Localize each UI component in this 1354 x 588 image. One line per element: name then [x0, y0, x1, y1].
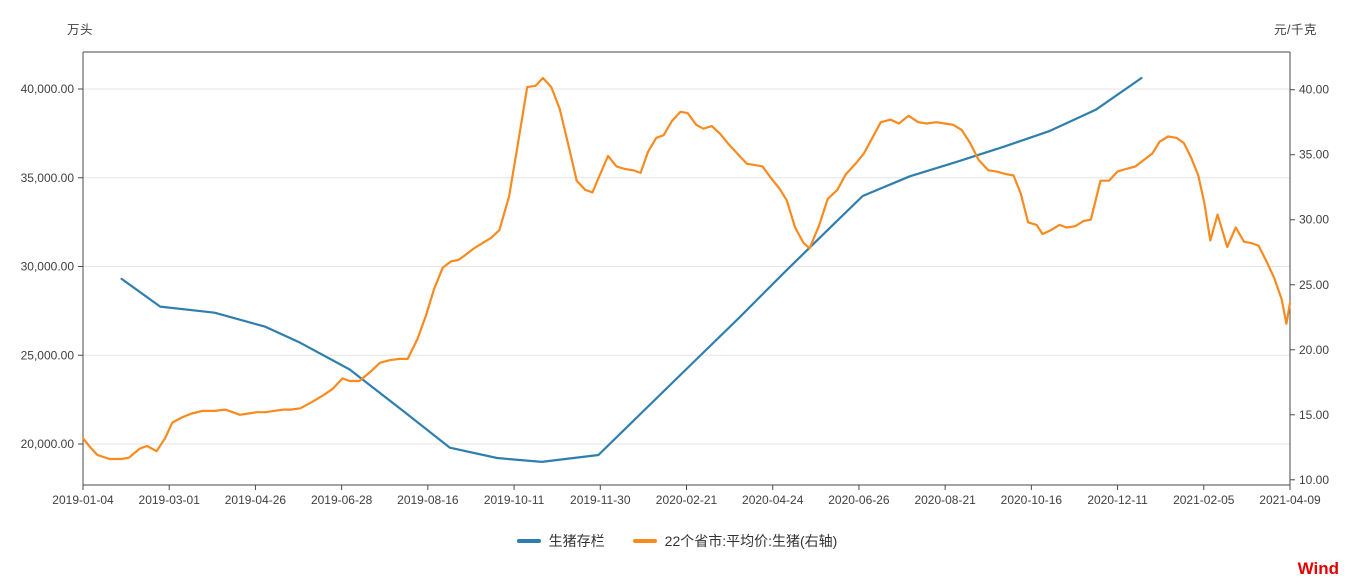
x-axis-tick-label: 2020-08-21 — [914, 493, 976, 507]
x-axis-tick-label: 2021-04-09 — [1259, 493, 1321, 507]
legend-item-pig-inventory[interactable]: 生猪存栏 — [516, 531, 605, 551]
y-axis-tick-label-left: 20,000.00 — [21, 437, 75, 451]
x-axis-tick-label: 2020-06-26 — [828, 493, 890, 507]
y-axis-tick-label-left: 25,000.00 — [21, 348, 75, 362]
x-axis-tick-label: 2020-04-24 — [742, 493, 804, 507]
right-axis-unit-label: 元/千克 — [1274, 23, 1317, 37]
y-axis-tick-label-right: 30.00 — [1299, 213, 1329, 227]
y-axis-tick-label-right: 40.00 — [1299, 83, 1329, 97]
legend-item-avg-price[interactable]: 22个省市:平均价:生猪(右轴) — [632, 531, 838, 551]
x-axis-tick-label: 2019-04-26 — [225, 493, 287, 507]
x-axis-tick-label: 2019-10-11 — [484, 493, 545, 507]
x-axis-tick-label: 2020-10-16 — [1001, 493, 1063, 507]
x-axis-tick-label: 2019-11-30 — [570, 493, 631, 507]
y-axis-tick-label-right: 20.00 — [1299, 343, 1329, 357]
legend-label-avg-price: 22个省市:平均价:生猪(右轴) — [664, 533, 838, 549]
x-axis-tick-label: 2020-12-11 — [1087, 493, 1148, 507]
y-axis-tick-label-left: 35,000.00 — [21, 171, 75, 185]
series-line-avg-price — [81, 76, 1292, 461]
y-axis-tick-label-right: 35.00 — [1299, 148, 1329, 162]
x-axis-tick-label: 2019-01-04 — [52, 493, 114, 507]
x-axis-tick-label: 2019-03-01 — [139, 493, 201, 507]
wind-logo: Wind — [1297, 559, 1339, 578]
y-axis-tick-label-left: 30,000.00 — [21, 260, 75, 274]
y-axis-tick-label-right: 15.00 — [1299, 408, 1329, 422]
x-axis-tick-label: 2019-08-16 — [397, 493, 459, 507]
x-axis-tick-label: 2021-02-05 — [1173, 493, 1235, 507]
legend-label-pig-inventory: 生猪存栏 — [548, 533, 605, 549]
y-axis-tick-label-right: 25.00 — [1299, 278, 1329, 292]
dual-axis-line-chart: 20,000.00 25,000.00 30,000.00 35,000.00 40,0… — [21, 51, 1329, 507]
y-axis-tick-label-right: 10.00 — [1299, 473, 1329, 487]
left-axis-unit-label: 万头 — [67, 23, 94, 37]
x-axis-tick-label: 2019-06-28 — [311, 493, 373, 507]
series-line-pig-inventory — [120, 76, 1143, 463]
x-axis-tick-label: 2020-02-21 — [656, 493, 718, 507]
legend-line-swatch-orange — [632, 539, 657, 543]
legend-line-swatch-blue — [516, 539, 541, 543]
y-axis-tick-label-left: 40,000.00 — [21, 82, 75, 96]
chart-legend: 生猪存栏 22个省市:平均价:生猪(右轴) — [0, 531, 1354, 551]
